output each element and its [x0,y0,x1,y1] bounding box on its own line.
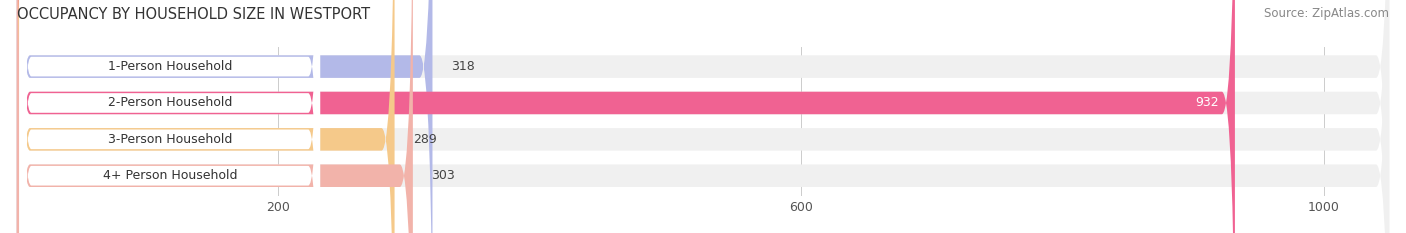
Text: 289: 289 [413,133,437,146]
FancyBboxPatch shape [17,0,1389,233]
FancyBboxPatch shape [17,0,1389,233]
FancyBboxPatch shape [20,0,321,233]
Text: Source: ZipAtlas.com: Source: ZipAtlas.com [1264,7,1389,20]
Text: 3-Person Household: 3-Person Household [108,133,232,146]
FancyBboxPatch shape [17,0,1234,233]
Text: 4+ Person Household: 4+ Person Household [103,169,238,182]
FancyBboxPatch shape [17,0,413,233]
FancyBboxPatch shape [17,0,433,233]
FancyBboxPatch shape [17,0,1389,233]
Text: OCCUPANCY BY HOUSEHOLD SIZE IN WESTPORT: OCCUPANCY BY HOUSEHOLD SIZE IN WESTPORT [17,7,370,22]
FancyBboxPatch shape [20,0,321,233]
Text: 932: 932 [1195,96,1219,110]
Text: 1-Person Household: 1-Person Household [108,60,232,73]
FancyBboxPatch shape [20,0,321,233]
Text: 303: 303 [432,169,456,182]
FancyBboxPatch shape [17,0,395,233]
FancyBboxPatch shape [20,0,321,233]
Text: 2-Person Household: 2-Person Household [108,96,232,110]
FancyBboxPatch shape [17,0,1389,233]
Text: 318: 318 [451,60,474,73]
